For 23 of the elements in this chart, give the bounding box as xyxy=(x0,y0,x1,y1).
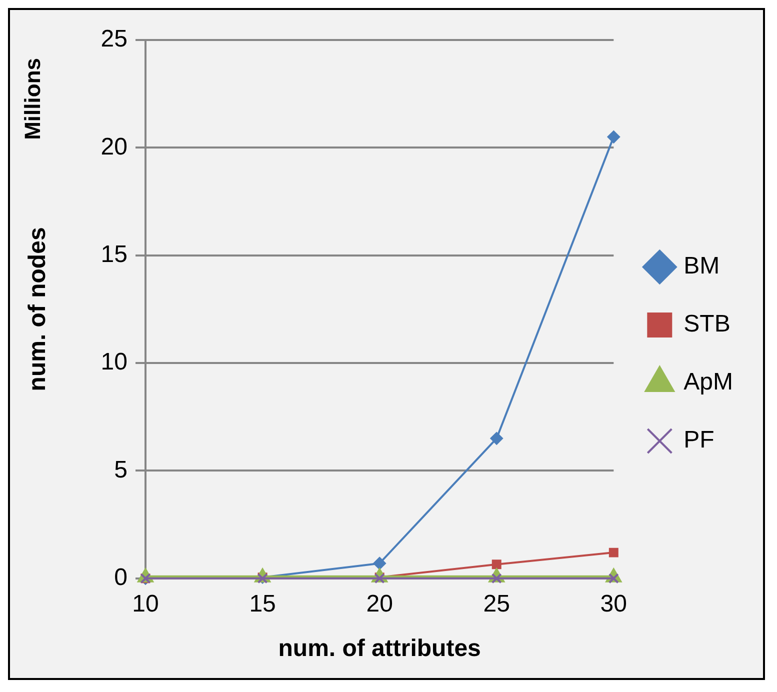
y-tick-label: 10 xyxy=(100,348,128,376)
point xyxy=(607,130,620,144)
y-tick-label: 0 xyxy=(114,564,128,592)
x-axis-title: num. of attributes xyxy=(278,635,481,662)
y-tick-label: 5 xyxy=(114,456,128,484)
x-tick-label: 10 xyxy=(132,590,159,618)
legend-label: STB xyxy=(684,310,730,338)
legend-label: PF xyxy=(684,426,714,454)
text: Millions xyxy=(20,58,46,140)
x-tick-label: 20 xyxy=(366,590,393,618)
x-tick-label: 30 xyxy=(600,590,628,618)
point xyxy=(490,432,504,445)
y-tick-label: 15 xyxy=(100,240,128,268)
legend-label: BM xyxy=(684,252,720,280)
x-tick-label: 15 xyxy=(249,590,276,618)
point xyxy=(608,548,618,558)
point xyxy=(492,560,502,570)
y-axis-title: num. of nodes xyxy=(24,227,52,392)
y-tick-label: 20 xyxy=(100,133,128,160)
y-tick-label: 25 xyxy=(100,26,128,53)
point xyxy=(373,556,386,570)
x-tick-label: 25 xyxy=(483,590,510,618)
legend-label: ApM xyxy=(684,368,734,396)
